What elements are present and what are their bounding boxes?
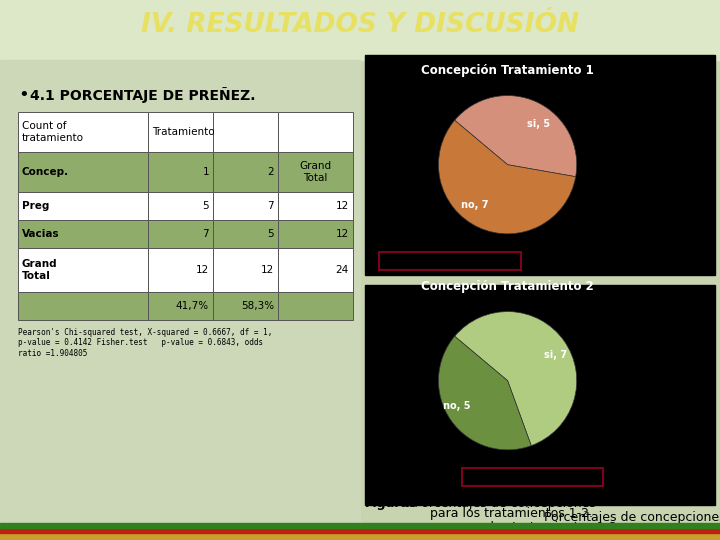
Wedge shape xyxy=(454,96,577,177)
Bar xyxy=(18,192,148,220)
Bar xyxy=(148,192,213,220)
Bar xyxy=(0,533,720,540)
Text: 12: 12 xyxy=(261,265,274,275)
Bar xyxy=(0,60,360,540)
Text: no, 5: no, 5 xyxy=(444,401,471,411)
Bar xyxy=(18,112,148,152)
Text: Figuras: Figuras xyxy=(365,497,418,510)
Text: Vacias: Vacias xyxy=(22,229,60,239)
Text: 12: 12 xyxy=(336,201,349,211)
Bar xyxy=(278,248,353,292)
Wedge shape xyxy=(454,312,577,446)
Wedge shape xyxy=(438,120,576,234)
Bar xyxy=(213,152,278,192)
Title: Concepción Tratamiento 1: Concepción Tratamiento 1 xyxy=(421,64,594,77)
Bar xyxy=(278,220,353,248)
Bar xyxy=(213,192,278,220)
Text: Grand
Total: Grand Total xyxy=(300,161,332,183)
Bar xyxy=(18,220,148,248)
Bar xyxy=(148,152,213,192)
Text: si, 7: si, 7 xyxy=(544,350,567,360)
Text: si, 5: si, 5 xyxy=(526,119,549,129)
Text: Pearson's Chi-squared test, X-squared = 0.6667, df = 1,
p-value = 0.4142 Fisher.: Pearson's Chi-squared test, X-squared = … xyxy=(18,328,272,358)
Text: para los tratamientos 1-2.: para los tratamientos 1-2. xyxy=(459,521,621,534)
Text: 12: 12 xyxy=(336,229,349,239)
Bar xyxy=(213,292,278,320)
Text: •: • xyxy=(18,86,29,104)
Bar xyxy=(213,220,278,248)
Text: 1: 1 xyxy=(202,167,209,177)
Text: Tratamiento: Tratamiento xyxy=(152,127,215,137)
Title: Concepción Tratamiento 2: Concepción Tratamiento 2 xyxy=(421,280,594,293)
Text: : Porcentajes de concepciones: : Porcentajes de concepciones xyxy=(406,497,596,510)
Text: Porcentajes de concepciones: Porcentajes de concepciones xyxy=(540,511,720,524)
Bar xyxy=(278,192,353,220)
Wedge shape xyxy=(438,336,531,450)
Bar xyxy=(213,248,278,292)
Bar xyxy=(148,220,213,248)
Text: 24: 24 xyxy=(336,265,349,275)
Text: Concep.: Concep. xyxy=(22,167,69,177)
Text: 5: 5 xyxy=(202,201,209,211)
Text: no, 7: no, 7 xyxy=(461,200,489,211)
Text: 7: 7 xyxy=(202,229,209,239)
Text: para los tratamientos 1-2.: para los tratamientos 1-2. xyxy=(430,507,593,520)
Text: :: : xyxy=(583,502,588,515)
Bar xyxy=(213,112,278,152)
Text: Preg: Preg xyxy=(22,201,50,211)
Bar xyxy=(0,0,720,60)
Bar xyxy=(365,285,715,505)
Text: 12: 12 xyxy=(196,265,209,275)
Bar xyxy=(278,112,353,152)
Text: IV. RESULTADOS Y DISCUSIÓN: IV. RESULTADOS Y DISCUSIÓN xyxy=(141,12,579,38)
Bar xyxy=(278,292,353,320)
Bar xyxy=(365,55,715,275)
Text: Count of
tratamiento: Count of tratamiento xyxy=(22,121,84,143)
Bar xyxy=(18,292,148,320)
Text: 41,7%: 41,7% xyxy=(176,301,209,311)
Bar xyxy=(0,528,720,533)
Bar xyxy=(278,152,353,192)
Bar xyxy=(148,292,213,320)
Text: Concep: 58,3%: Concep: 58,3% xyxy=(493,472,572,482)
Bar xyxy=(18,152,148,192)
Text: 5: 5 xyxy=(267,229,274,239)
Text: 2: 2 xyxy=(267,167,274,177)
Text: 7: 7 xyxy=(267,201,274,211)
Bar xyxy=(18,248,148,292)
Text: Grand
Total: Grand Total xyxy=(22,259,58,281)
Text: 4.1 PORCENTAJE DE PREÑEZ.: 4.1 PORCENTAJE DE PREÑEZ. xyxy=(30,87,256,103)
Bar xyxy=(148,112,213,152)
Text: 58,3%: 58,3% xyxy=(241,301,274,311)
Text: Concep: 41,7%: Concep: 41,7% xyxy=(410,256,490,266)
Bar xyxy=(148,248,213,292)
Bar xyxy=(0,523,720,528)
